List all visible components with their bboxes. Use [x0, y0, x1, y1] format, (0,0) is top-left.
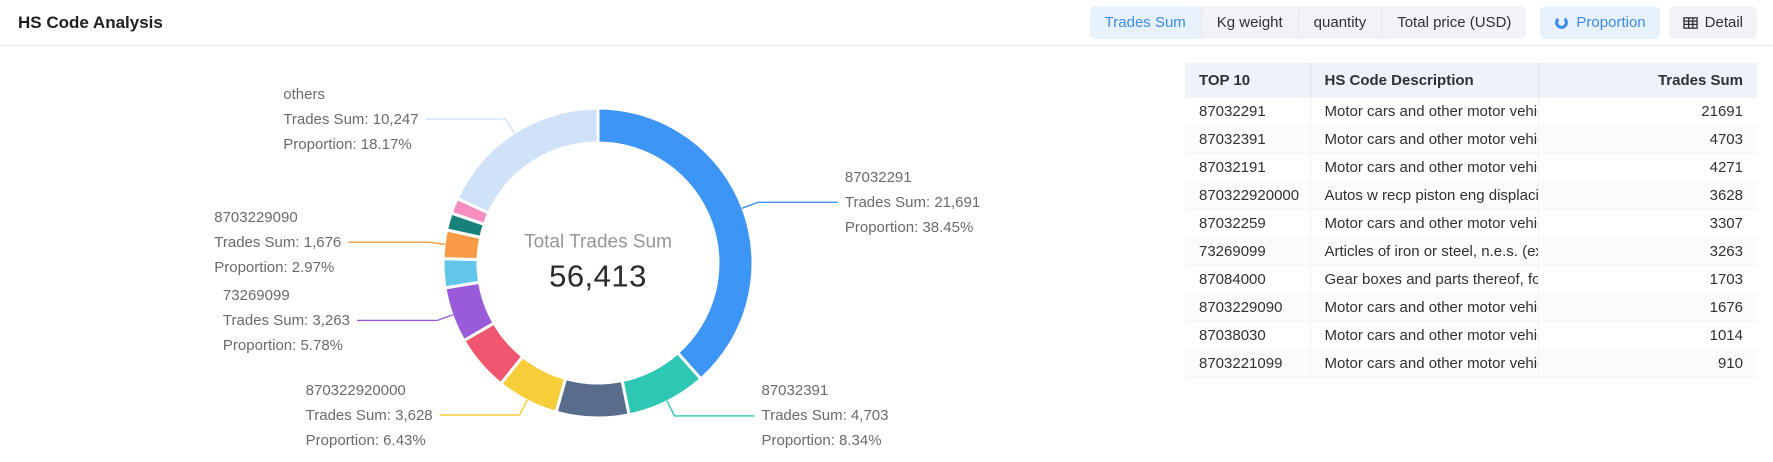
metric-tab-kg-weight[interactable]: Kg weight	[1200, 6, 1298, 39]
slice-label-sum: Trades Sum: 10,247	[283, 110, 419, 128]
slice-label-87032391: 87032391 Trades Sum: 4,703 Proportion: 8.3…	[761, 378, 888, 453]
description-cell: Motor cars and other motor vehicles p...	[1310, 209, 1539, 238]
table-header-row: TOP 10 HS Code Description Trades Sum	[1185, 63, 1757, 98]
slice-label-proportion: Proportion: 8.34%	[761, 432, 882, 450]
label-leader-line	[666, 400, 755, 417]
hs-code-cell: 73269099	[1185, 237, 1311, 266]
description-cell: Motor cars and other motor vehicles p...	[1310, 153, 1539, 182]
trades-sum-cell: 3307	[1538, 209, 1757, 238]
donut-segment-87032291[interactable]	[596, 106, 755, 382]
slice-label-proportion: Proportion: 2.97%	[214, 258, 335, 276]
donut-segment-others[interactable]	[455, 106, 600, 216]
description-cell: Motor cars and other motor vehicles p...	[1310, 321, 1539, 350]
hs-code-cell: 87032391	[1185, 125, 1311, 154]
metric-tab-group: Trades Sum Kg weight quantity Total price (…	[1089, 6, 1527, 39]
label-leader-line	[439, 399, 529, 416]
hs-code-cell: 8703221099	[1185, 349, 1311, 378]
page-title: HS Code Analysis	[18, 12, 163, 32]
trades-sum-cell: 4703	[1538, 125, 1757, 154]
description-cell: Motor cars and other motor vehicles p...	[1310, 125, 1539, 154]
label-leader-line	[356, 314, 454, 322]
trades-sum-cell: 3628	[1538, 181, 1757, 210]
slice-label-name: 73269099	[222, 286, 290, 304]
description-cell: Motor cars and other motor vehicles p...	[1310, 98, 1539, 126]
header-controls: Trades Sum Kg weight quantity Total price (…	[1089, 6, 1757, 39]
slice-label-name: 870322920000	[305, 381, 406, 399]
hs-code-cell: 87038030	[1185, 321, 1311, 350]
pie-chart-icon	[1554, 15, 1569, 30]
view-tab-label: Detail	[1704, 14, 1743, 31]
metric-tab-quantity[interactable]: quantity	[1297, 6, 1382, 39]
description-cell: Motor cars and other motor vehicles p...	[1310, 349, 1539, 378]
view-tab-group: Proportion Detail	[1540, 6, 1757, 39]
metric-tab-trades-sum[interactable]: Trades Sum	[1089, 6, 1201, 39]
column-header-trades-sum: Trades Sum	[1538, 63, 1757, 98]
donut-chart: Total Trades Sum 56,413 87032291 Trades S…	[0, 46, 1165, 462]
view-tab-detail[interactable]: Detail	[1668, 6, 1757, 39]
column-header-hs-code-description: HS Code Description	[1310, 63, 1539, 98]
slice-label-proportion: Proportion: 5.78%	[222, 336, 343, 354]
trades-sum-cell: 1703	[1538, 265, 1757, 294]
slice-label-sum: Trades Sum: 3,263	[222, 311, 350, 329]
hs-code-cell: 87084000	[1185, 265, 1311, 294]
slice-label-name: 8703229090	[214, 208, 298, 226]
slice-label-proportion: Proportion: 18.17%	[283, 135, 412, 153]
slice-label-name: 87032391	[761, 382, 829, 400]
hs-code-cell: 870322920000	[1185, 181, 1311, 210]
slice-label-proportion: Proportion: 38.45%	[844, 218, 974, 236]
table-row[interactable]: 8703229090 Motor cars and other motor veh…	[1185, 293, 1757, 322]
slice-label-870322920000: 870322920000 Trades Sum: 3,628 Proportion:…	[306, 378, 433, 453]
slice-label-sum: Trades Sum: 4,703	[761, 407, 889, 425]
label-leader-line	[425, 118, 516, 134]
table-row[interactable]: 8703221099 Motor cars and other motor veh…	[1185, 349, 1757, 378]
slice-label-name: others	[283, 85, 325, 103]
description-cell: Autos w recp piston eng displacing > ...	[1310, 181, 1539, 210]
top10-table: TOP 10 HS Code Description Trades Sum 8703…	[1185, 63, 1757, 378]
slice-label-name: 87032291	[844, 168, 912, 186]
hs-code-cell: 87032291	[1185, 98, 1311, 126]
slice-label-sum: Trades Sum: 3,628	[305, 406, 433, 424]
trades-sum-cell: 4271	[1538, 153, 1757, 182]
slice-label-73269099: 73269099 Trades Sum: 3,263 Proportion: 5.7…	[223, 283, 350, 358]
table-row[interactable]: 870322920000 Autos w recp piston eng disp…	[1185, 181, 1757, 210]
description-cell: Gear boxes and parts thereof, for tract.…	[1310, 265, 1539, 294]
label-leader-line	[348, 241, 446, 245]
slice-label-sum: Trades Sum: 1,676	[214, 233, 342, 251]
trades-sum-cell: 1014	[1538, 321, 1757, 350]
slice-label-proportion: Proportion: 6.43%	[305, 431, 426, 449]
hs-code-cell: 8703229090	[1185, 293, 1311, 322]
slice-label-sum: Trades Sum: 21,691	[844, 193, 981, 211]
donut-chart-svg	[348, 106, 838, 420]
metric-tab-total-price-usd[interactable]: Total price (USD)	[1381, 6, 1526, 39]
slice-label-8703229090: 8703229090 Trades Sum: 1,676 Proportion: 2…	[214, 205, 341, 280]
header: HS Code Analysis Trades Sum Kg weight quan…	[0, 0, 1773, 46]
trades-sum-cell: 3263	[1538, 237, 1757, 266]
view-tab-label: Proportion	[1576, 14, 1646, 31]
slice-label-others: others Trades Sum: 10,247 Proportion: 18.1…	[283, 82, 418, 157]
top10-table-panel: TOP 10 HS Code Description Trades Sum 8703…	[1185, 63, 1757, 462]
label-leader-line	[741, 201, 838, 209]
slice-label-87032291: 87032291 Trades Sum: 21,691 Proportion: 38…	[845, 165, 980, 240]
description-cell: Motor cars and other motor vehicles p...	[1310, 293, 1539, 322]
main-content: Total Trades Sum 56,413 87032291 Trades S…	[0, 46, 1773, 462]
donut-segment-87084000[interactable]	[441, 257, 482, 290]
hs-code-cell: 87032191	[1185, 153, 1311, 182]
donut-segment-87032191[interactable]	[554, 376, 631, 420]
trades-sum-cell: 1676	[1538, 293, 1757, 322]
hs-code-cell: 87032259	[1185, 209, 1311, 238]
trades-sum-cell: 910	[1538, 349, 1757, 378]
view-tab-proportion[interactable]: Proportion	[1540, 6, 1660, 39]
table-row[interactable]: 73269099 Articles of iron or steel, n.e.s…	[1185, 237, 1757, 266]
trades-sum-cell: 21691	[1538, 98, 1757, 126]
description-cell: Articles of iron or steel, n.e.s. (exclu…	[1310, 237, 1539, 266]
table-icon	[1682, 16, 1698, 30]
column-header-top-10: TOP 10	[1185, 63, 1311, 98]
